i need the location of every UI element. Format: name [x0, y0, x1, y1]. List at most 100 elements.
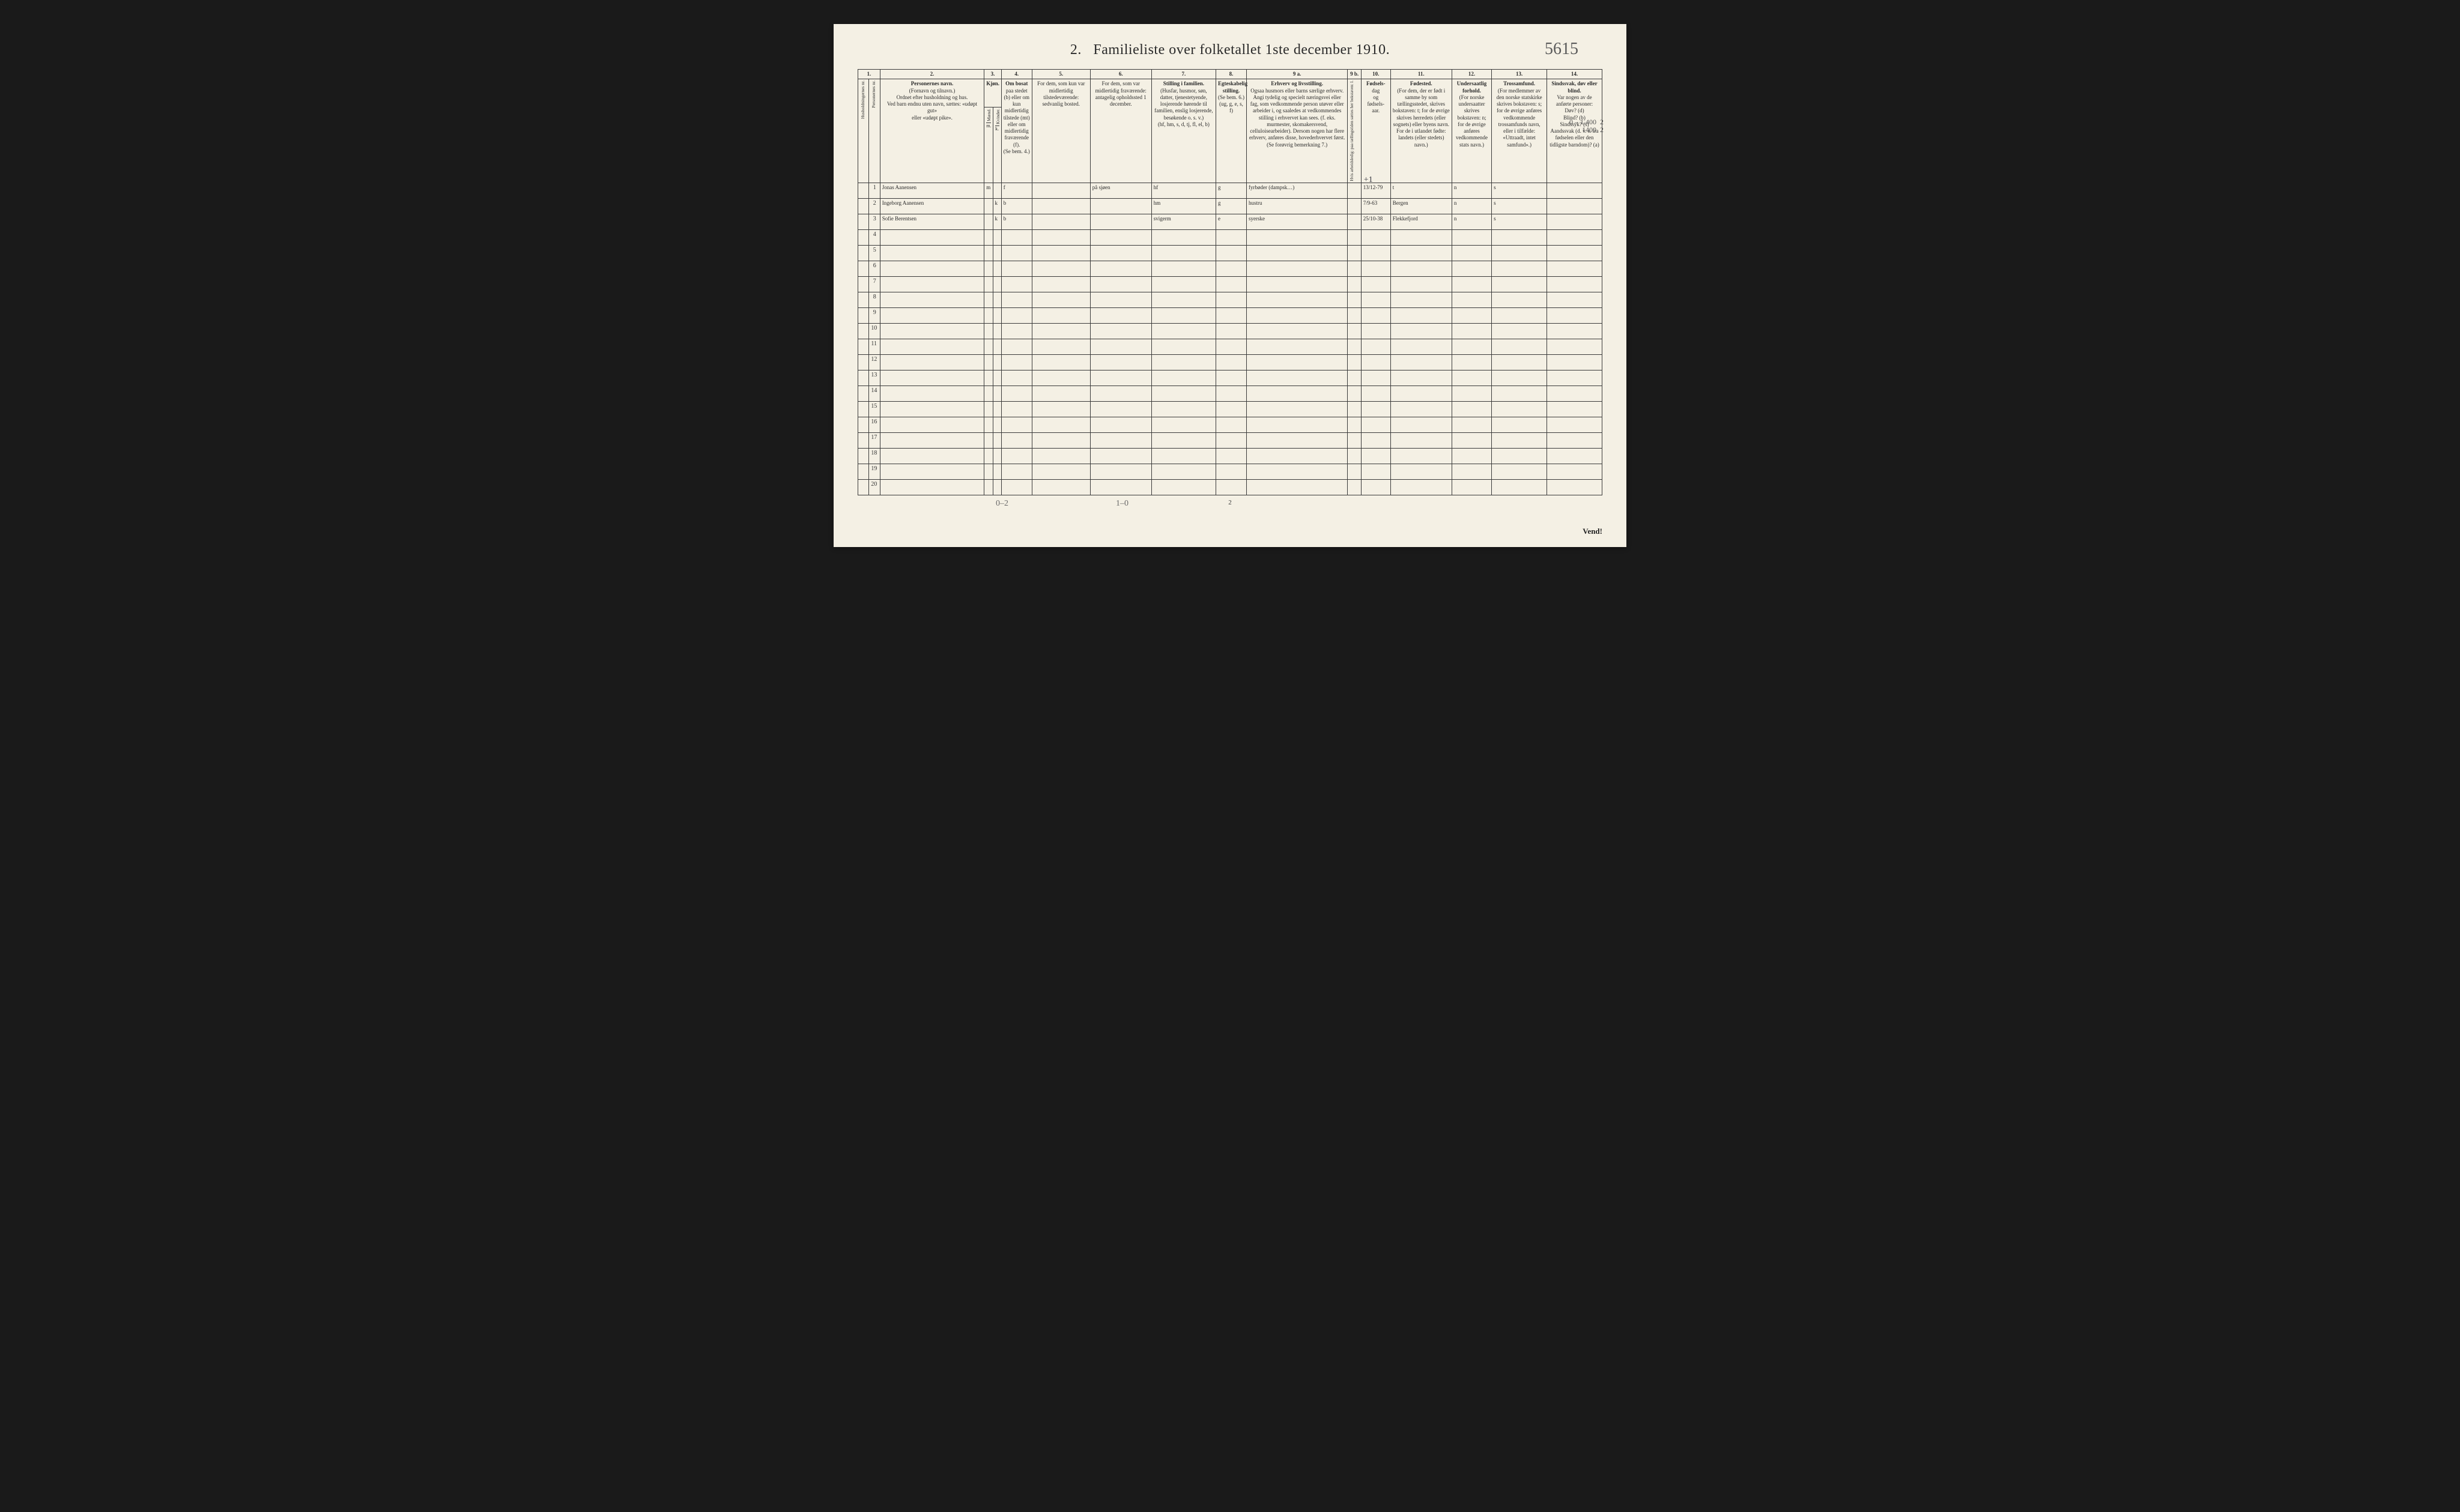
table-row: 19 — [858, 464, 1602, 479]
faith-cell — [1492, 292, 1547, 307]
resident-cell — [1001, 292, 1032, 307]
family-pos-cell — [1151, 386, 1216, 401]
sex-k — [993, 261, 1001, 276]
sex-m — [984, 229, 993, 245]
page-title: 2. Familieliste over folketallet 1ste de… — [1070, 42, 1390, 58]
unemployed-cell — [1348, 464, 1361, 479]
sex-m — [984, 261, 993, 276]
occupation-cell — [1246, 370, 1347, 386]
marital-cell — [1216, 261, 1246, 276]
footer-page-number: 2 — [858, 499, 1602, 506]
occupation-cell — [1246, 261, 1347, 276]
column-number: 6. — [1090, 70, 1151, 79]
margin-note-right: 0 – 1.400 2 1400 2 — [1569, 118, 1604, 134]
table-row: 17 — [858, 432, 1602, 448]
sex-m — [984, 354, 993, 370]
resident-cell: f — [1001, 183, 1032, 198]
birth-cell — [1361, 401, 1390, 417]
column-number: 12. — [1452, 70, 1491, 79]
sex-m — [984, 339, 993, 354]
unemployed-cell — [1348, 323, 1361, 339]
birth-cell — [1361, 307, 1390, 323]
temp-present-cell — [1032, 323, 1090, 339]
birthplace-cell: Flekkefjord — [1390, 214, 1452, 229]
person-num: 19 — [869, 464, 880, 479]
subject-cell — [1452, 229, 1491, 245]
resident-cell — [1001, 448, 1032, 464]
subject-cell — [1452, 370, 1491, 386]
occupation-cell — [1246, 464, 1347, 479]
sex-k — [993, 354, 1001, 370]
marital-cell — [1216, 307, 1246, 323]
birth-cell — [1361, 417, 1390, 432]
occupation-cell — [1246, 323, 1347, 339]
household-num — [858, 323, 869, 339]
disability-cell — [1547, 214, 1602, 229]
name-cell — [880, 417, 984, 432]
person-num: 20 — [869, 479, 880, 495]
subject-cell: n — [1452, 214, 1491, 229]
subject-cell — [1452, 432, 1491, 448]
marital-cell — [1216, 245, 1246, 261]
subject-cell — [1452, 276, 1491, 292]
family-pos-cell — [1151, 229, 1216, 245]
occupation-cell — [1246, 339, 1347, 354]
sex-m — [984, 245, 993, 261]
disability-cell — [1547, 339, 1602, 354]
absent-loc-cell — [1090, 323, 1151, 339]
temp-present-cell — [1032, 339, 1090, 354]
birthplace-cell — [1390, 448, 1452, 464]
name-cell — [880, 401, 984, 417]
birth-cell — [1361, 261, 1390, 276]
column-number: 4. — [1001, 70, 1032, 79]
sex-k: k — [993, 198, 1001, 214]
resident-cell — [1001, 401, 1032, 417]
person-num: 6 — [869, 261, 880, 276]
table-row: 1Jonas Aanensenmfpå sjøenhfgfyrbøder (da… — [858, 183, 1602, 198]
name-cell — [880, 339, 984, 354]
column-header: Husholdningernes nr. — [858, 79, 869, 183]
occupation-cell — [1246, 386, 1347, 401]
person-num: 17 — [869, 432, 880, 448]
resident-cell — [1001, 261, 1032, 276]
birthplace-cell — [1390, 292, 1452, 307]
person-num: 2 — [869, 198, 880, 214]
sex-k — [993, 339, 1001, 354]
title-text: Familieliste over folketallet 1ste decem… — [1093, 42, 1390, 58]
absent-loc-cell — [1090, 339, 1151, 354]
temp-present-cell — [1032, 276, 1090, 292]
table-row: 20 — [858, 479, 1602, 495]
person-num: 8 — [869, 292, 880, 307]
disability-cell — [1547, 417, 1602, 432]
family-pos-cell — [1151, 245, 1216, 261]
birth-cell — [1361, 386, 1390, 401]
unemployed-cell — [1348, 339, 1361, 354]
column-number: 1. — [858, 70, 880, 79]
footer: 0–2 1–0 2 — [858, 499, 1602, 517]
absent-loc-cell — [1090, 354, 1151, 370]
sex-k — [993, 432, 1001, 448]
unemployed-cell — [1348, 417, 1361, 432]
sex-k — [993, 464, 1001, 479]
marital-cell: e — [1216, 214, 1246, 229]
occupation-cell — [1246, 229, 1347, 245]
column-subheader: Mænd.m. — [984, 107, 993, 183]
birthplace-cell — [1390, 401, 1452, 417]
birthplace-cell — [1390, 432, 1452, 448]
sex-k: k — [993, 214, 1001, 229]
occupation-cell — [1246, 479, 1347, 495]
birthplace-cell — [1390, 386, 1452, 401]
family-pos-cell — [1151, 479, 1216, 495]
sex-m — [984, 479, 993, 495]
table-row: 7 — [858, 276, 1602, 292]
table-row: 10 — [858, 323, 1602, 339]
table-header: 1.2.3.4.5.6.7.8.9 a.9 b.10.11.12.13.14. … — [858, 70, 1602, 183]
sex-k — [993, 276, 1001, 292]
family-pos-cell: hm — [1151, 198, 1216, 214]
faith-cell — [1492, 464, 1547, 479]
family-pos-cell — [1151, 432, 1216, 448]
birthplace-cell — [1390, 417, 1452, 432]
person-num: 16 — [869, 417, 880, 432]
column-number: 9 a. — [1246, 70, 1347, 79]
disability-cell — [1547, 183, 1602, 198]
